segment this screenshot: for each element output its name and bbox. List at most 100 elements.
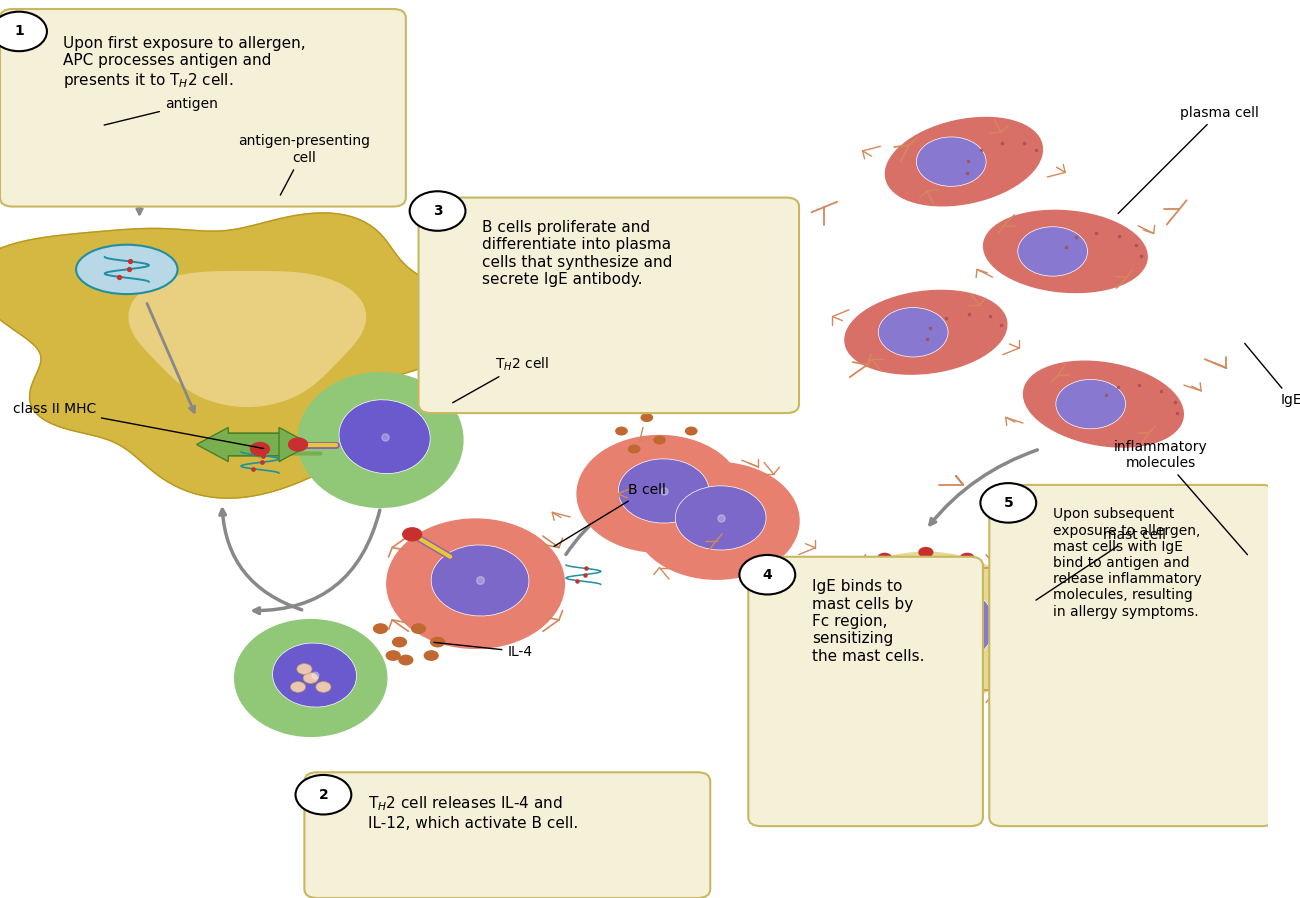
- Text: 5: 5: [1004, 496, 1013, 510]
- FancyBboxPatch shape: [419, 198, 800, 413]
- Circle shape: [1026, 623, 1041, 634]
- Circle shape: [980, 483, 1036, 523]
- Circle shape: [615, 427, 628, 436]
- Circle shape: [424, 650, 439, 661]
- Circle shape: [316, 682, 332, 692]
- Polygon shape: [129, 272, 365, 406]
- Circle shape: [1193, 700, 1206, 709]
- Ellipse shape: [1023, 361, 1183, 447]
- Ellipse shape: [676, 486, 766, 550]
- Text: plasma cell: plasma cell: [1118, 106, 1258, 214]
- Text: antigen: antigen: [104, 97, 218, 125]
- Circle shape: [878, 694, 892, 705]
- Circle shape: [295, 775, 351, 814]
- Circle shape: [1152, 713, 1165, 723]
- Circle shape: [842, 569, 857, 580]
- Circle shape: [819, 653, 833, 664]
- Text: T$_H$2 cell releases IL-4 and
IL-12, which activate B cell.: T$_H$2 cell releases IL-4 and IL-12, whi…: [368, 795, 578, 831]
- Text: IgE binds to
mast cells by
Fc region,
sensitizing
the mast cells.: IgE binds to mast cells by Fc region, se…: [811, 579, 924, 664]
- Circle shape: [1018, 653, 1034, 664]
- Circle shape: [918, 547, 933, 558]
- Circle shape: [386, 650, 400, 661]
- Circle shape: [303, 673, 318, 683]
- Ellipse shape: [298, 373, 463, 507]
- Text: antigen-presenting
cell: antigen-presenting cell: [238, 135, 370, 195]
- Circle shape: [398, 655, 413, 665]
- Circle shape: [994, 569, 1010, 580]
- Circle shape: [1222, 610, 1236, 620]
- Circle shape: [410, 191, 465, 231]
- Circle shape: [819, 594, 833, 604]
- Text: 4: 4: [762, 568, 772, 582]
- Circle shape: [290, 682, 305, 692]
- Ellipse shape: [885, 118, 1043, 206]
- Text: inflammatory
molecules: inflammatory molecules: [1114, 440, 1248, 555]
- FancyArrow shape: [196, 427, 280, 462]
- Circle shape: [959, 694, 975, 705]
- Text: class II MHC: class II MHC: [13, 402, 264, 448]
- Ellipse shape: [387, 519, 564, 648]
- Text: Upon subsequent
exposure to allergen,
mast cells with IgE
bind to antigen and
re: Upon subsequent exposure to allergen, ma…: [1053, 507, 1201, 619]
- Circle shape: [1193, 584, 1206, 594]
- FancyBboxPatch shape: [0, 9, 406, 207]
- Circle shape: [1035, 674, 1048, 683]
- Circle shape: [287, 437, 308, 452]
- FancyBboxPatch shape: [304, 772, 710, 898]
- Circle shape: [685, 427, 698, 436]
- Ellipse shape: [1018, 227, 1088, 277]
- Polygon shape: [0, 213, 481, 498]
- Text: B cells proliferate and
differentiate into plasma
cells that synthesize and
secr: B cells proliferate and differentiate in…: [482, 220, 672, 287]
- Text: B cell: B cell: [554, 483, 666, 546]
- Ellipse shape: [339, 400, 430, 473]
- Circle shape: [641, 413, 653, 422]
- Ellipse shape: [879, 307, 948, 357]
- Ellipse shape: [1034, 575, 1236, 718]
- Circle shape: [1035, 610, 1048, 620]
- Text: Upon first exposure to allergen,
APC processes antigen and
presents it to T$_H$2: Upon first exposure to allergen, APC pro…: [64, 36, 306, 90]
- Ellipse shape: [634, 462, 800, 579]
- Circle shape: [391, 637, 407, 647]
- Circle shape: [1105, 713, 1119, 723]
- Circle shape: [1232, 641, 1247, 652]
- Text: T$_H$2 cell: T$_H$2 cell: [452, 356, 549, 402]
- FancyArrow shape: [229, 427, 311, 462]
- Circle shape: [1018, 594, 1034, 604]
- Circle shape: [810, 623, 826, 634]
- Ellipse shape: [77, 245, 178, 295]
- Circle shape: [994, 677, 1010, 688]
- Ellipse shape: [577, 436, 742, 552]
- Circle shape: [1105, 570, 1119, 580]
- Circle shape: [296, 664, 312, 674]
- Ellipse shape: [1056, 379, 1126, 429]
- Circle shape: [373, 623, 389, 634]
- Circle shape: [1063, 584, 1078, 594]
- Ellipse shape: [845, 290, 1006, 374]
- Ellipse shape: [234, 620, 387, 736]
- Circle shape: [1152, 570, 1165, 580]
- Text: IL-4: IL-4: [434, 642, 533, 658]
- Circle shape: [402, 527, 422, 541]
- Circle shape: [430, 637, 445, 647]
- Text: 2: 2: [318, 788, 329, 802]
- FancyBboxPatch shape: [989, 485, 1274, 826]
- Circle shape: [411, 623, 426, 634]
- Circle shape: [842, 677, 857, 688]
- Circle shape: [878, 552, 892, 563]
- Ellipse shape: [273, 643, 356, 707]
- Circle shape: [1222, 674, 1236, 683]
- Circle shape: [653, 436, 666, 445]
- Circle shape: [628, 445, 641, 453]
- Ellipse shape: [868, 580, 994, 670]
- Text: mast cell: mast cell: [1036, 528, 1166, 600]
- Circle shape: [0, 12, 47, 51]
- Circle shape: [918, 700, 933, 710]
- Ellipse shape: [916, 137, 987, 187]
- Circle shape: [1063, 700, 1078, 709]
- Circle shape: [740, 555, 796, 594]
- Ellipse shape: [984, 210, 1147, 293]
- Text: 3: 3: [433, 204, 442, 218]
- Ellipse shape: [818, 552, 1034, 705]
- Ellipse shape: [619, 459, 708, 524]
- Text: 1: 1: [14, 24, 23, 39]
- FancyBboxPatch shape: [749, 557, 983, 826]
